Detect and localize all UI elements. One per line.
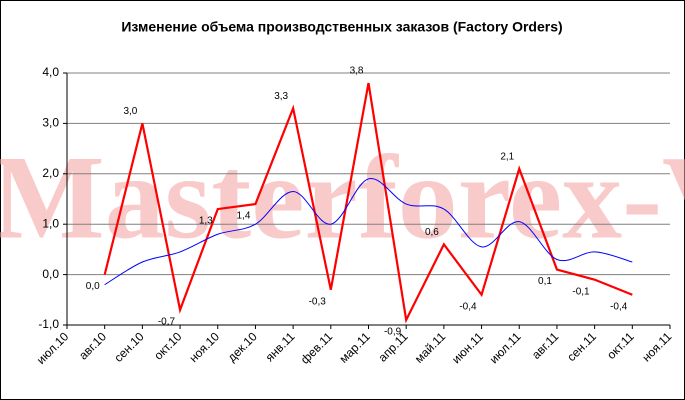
y-tick-label: 2,0 [42, 166, 59, 180]
data-label: -0,4 [459, 301, 477, 312]
y-tick-label: 3,0 [42, 116, 59, 130]
data-label: -0,9 [384, 327, 402, 338]
data-label: 1,3 [199, 216, 213, 227]
data-label: 1,4 [237, 211, 251, 222]
data-label: -0,3 [309, 296, 327, 307]
y-tick-label: 0,0 [42, 267, 59, 281]
data-label: -0,4 [610, 301, 628, 312]
data-label: -0,7 [158, 317, 176, 328]
chart-title: Изменение объема производственных заказо… [121, 19, 562, 35]
y-tick-label: 1,0 [42, 216, 59, 230]
data-label: 0,6 [425, 227, 439, 238]
data-label: 2,1 [500, 151, 514, 162]
series-line [104, 178, 633, 286]
data-label: 0,1 [538, 276, 552, 287]
data-label: -0,1 [572, 286, 590, 297]
y-tick-label: 4,0 [42, 65, 59, 79]
data-label: 3,3 [274, 91, 288, 102]
watermark: Masterforex-V [0, 131, 685, 264]
data-label: 3,0 [123, 106, 137, 117]
series-line [103, 82, 633, 324]
data-label: 0,0 [86, 281, 100, 292]
data-label: 3,8 [350, 66, 364, 77]
y-tick-label: -1,0 [38, 317, 59, 331]
